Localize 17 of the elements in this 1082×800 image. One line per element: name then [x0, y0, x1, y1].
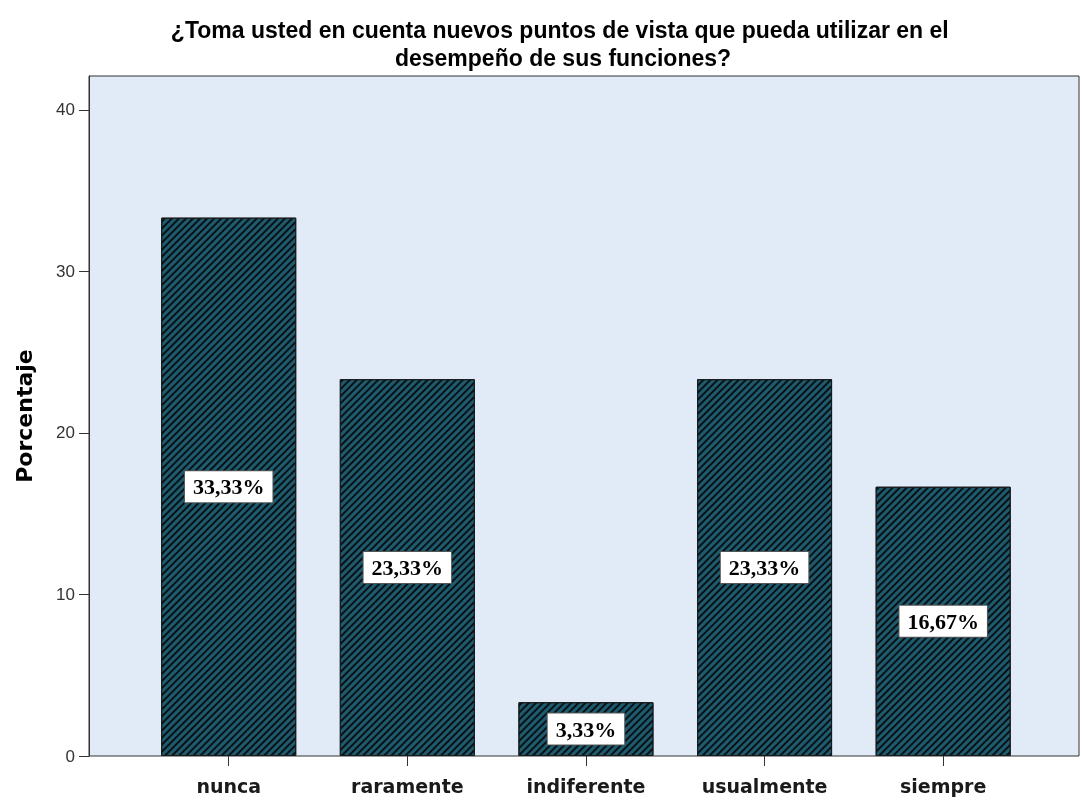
- x-tick-label: usualmente: [701, 774, 828, 797]
- chart-title: ¿Toma usted en cuenta nuevos puntos de vista que pueda utilizar en el desempeño de sus funciones?: [170, 17, 956, 71]
- y-tick-label: 10: [56, 584, 75, 604]
- x-tick-label: nunca: [196, 774, 262, 797]
- y-tick-label: 0: [65, 746, 75, 766]
- x-tick-label: indiferente: [526, 774, 646, 797]
- data-label: 16,67%: [907, 608, 979, 634]
- data-label: 23,33%: [728, 555, 801, 581]
- y-axis-title: Porcentaje: [11, 349, 37, 483]
- x-tick-label: siempre: [900, 774, 987, 797]
- data-label: 33,33%: [192, 474, 265, 500]
- y-tick-label: 40: [56, 100, 75, 120]
- data-label: 3,33%: [555, 716, 617, 742]
- y-tick-label: 20: [56, 423, 75, 443]
- y-tick-label: 30: [56, 261, 75, 281]
- x-tick-label: raramente: [351, 774, 464, 797]
- data-label: 23,33%: [371, 555, 444, 581]
